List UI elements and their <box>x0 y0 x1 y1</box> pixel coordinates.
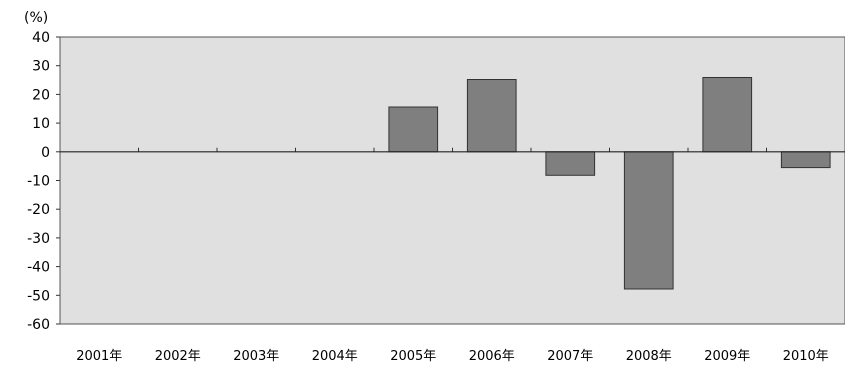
y-tick-label: 0 <box>41 145 50 161</box>
x-tick-label: 2002年 <box>155 349 201 364</box>
x-tick-label: 2010年 <box>783 349 829 364</box>
y-tick-label: 30 <box>32 59 50 75</box>
y-axis: 40 30 20 10 0 -10 -20 -30 -40 -50 -60 <box>27 30 60 333</box>
y-tick-label: 40 <box>32 30 50 46</box>
x-tick-label: 2009年 <box>704 349 750 364</box>
y-tick-label: -10 <box>27 174 50 190</box>
x-tick-label: 2005年 <box>390 349 436 364</box>
y-tick-label: 20 <box>32 87 50 103</box>
x-tick-label: 2006年 <box>469 349 515 364</box>
x-tick-label: 2004年 <box>312 349 358 364</box>
bar-2007年 <box>545 151 596 176</box>
x-tick-label: 2007年 <box>547 349 593 364</box>
y-tick-label: -50 <box>27 288 50 304</box>
bar-2010年 <box>780 151 831 169</box>
y-tick-label: -60 <box>27 317 50 333</box>
y-tick-label: -20 <box>27 202 50 218</box>
x-axis: 2001年 2002年 2003年 2004年 2005年 2006年 2007年 2008年… <box>76 147 829 364</box>
bar-2005年 <box>388 106 439 153</box>
y-tick-label: -30 <box>27 231 50 247</box>
x-tick-label: 2008年 <box>626 349 672 364</box>
bar-2009年 <box>702 77 753 153</box>
y-tick-label: 10 <box>32 116 50 132</box>
y-axis-unit-label: (%) <box>24 10 48 26</box>
x-tick-label: 2003年 <box>233 349 279 364</box>
bar-2008年 <box>623 151 674 290</box>
y-tick-label: -40 <box>27 260 50 276</box>
bar-2006年 <box>466 79 517 153</box>
x-tick-label: 2001年 <box>76 349 122 364</box>
